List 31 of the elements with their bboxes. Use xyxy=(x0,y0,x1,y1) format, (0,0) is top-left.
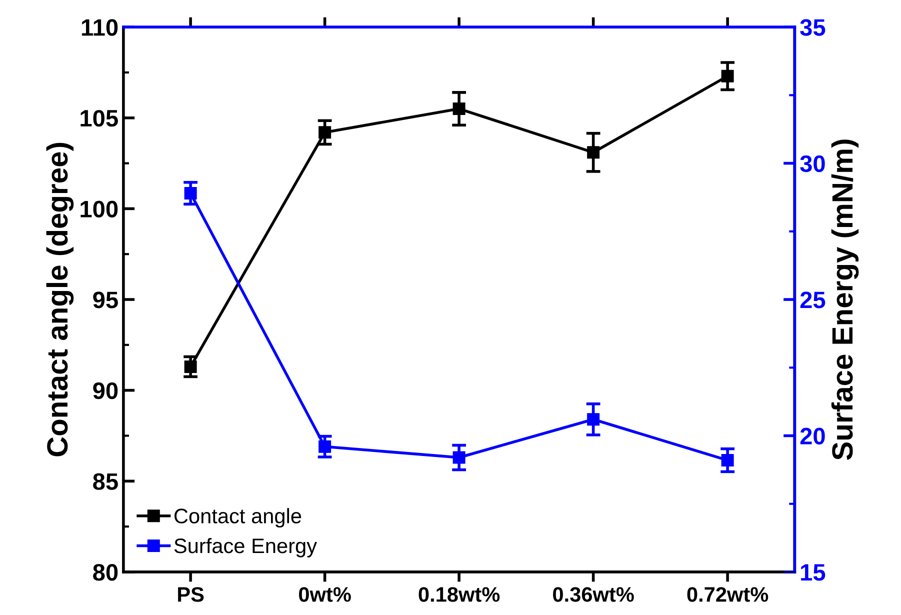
point xyxy=(184,187,197,200)
point xyxy=(318,126,332,139)
legend-label: Surface Energy xyxy=(174,538,317,558)
y2-tick-label: 15 xyxy=(801,564,826,581)
x-tick-label: 0.36wt% xyxy=(553,587,634,602)
y-tick-label: 105 xyxy=(80,110,118,127)
y-axis-title: Contact angle (degree) xyxy=(46,142,74,456)
x-tick-label: 0.18wt% xyxy=(418,587,500,602)
y-tick-label: 90 xyxy=(93,382,118,400)
y2-tick-label: 35 xyxy=(800,19,826,36)
point xyxy=(721,70,734,82)
y2-tick-label: 20 xyxy=(800,428,825,445)
x-tick-label: 0wt% xyxy=(299,587,351,602)
legend-label: Contact angle xyxy=(174,508,302,528)
point xyxy=(721,454,734,466)
point xyxy=(452,451,466,464)
y-tick-label: 80 xyxy=(93,564,118,581)
y-tick-label: 85 xyxy=(93,473,118,490)
y-tick-label: 110 xyxy=(82,19,118,36)
point xyxy=(587,146,600,159)
point xyxy=(587,413,600,426)
point xyxy=(452,102,466,116)
x-tick-label: PS xyxy=(178,587,204,602)
point xyxy=(318,440,332,453)
y2-tick-label: 30 xyxy=(800,155,825,172)
y2-tick-label: 25 xyxy=(800,292,826,308)
y2-axis-title: Surface Energy (mN/m) xyxy=(831,140,859,460)
x-tick-label: 0.72wt% xyxy=(687,587,768,602)
y-tick-label: 100 xyxy=(80,200,118,218)
point xyxy=(184,360,197,373)
y-tick-label: 95 xyxy=(93,292,118,308)
